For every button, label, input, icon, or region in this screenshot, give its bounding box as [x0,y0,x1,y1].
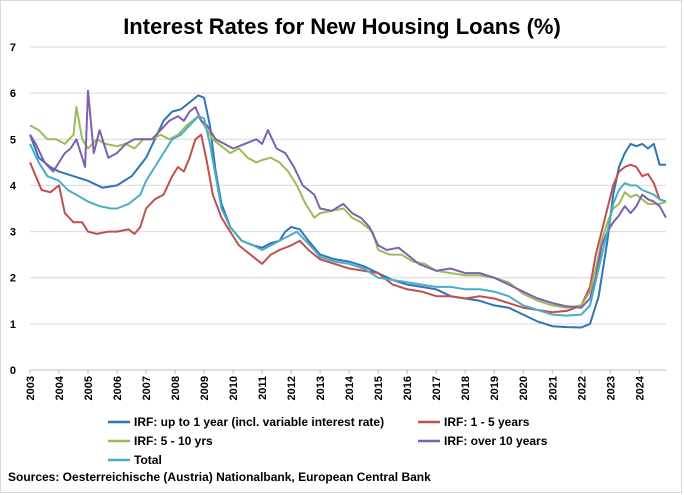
x-tick-label: 2010 [228,376,240,400]
legend-label-3: IRF: over 10 years [444,434,548,448]
series-line-1 [29,133,667,314]
y-tick-label: 5 [10,134,16,146]
x-tick-label: 2012 [286,376,298,400]
x-tick-label: 2005 [83,376,95,400]
x-tick-label: 2007 [141,376,153,400]
series-lines [29,89,667,329]
y-tick-label: 3 [10,227,16,239]
x-tick-label: 2009 [199,376,211,400]
x-tick-label: 2006 [112,376,124,400]
x-tick-label: 2017 [431,376,443,400]
source-note: Sources: Oesterreichische (Austria) Nati… [8,470,431,484]
x-tick-label: 2003 [25,376,37,400]
y-tick-label: 4 [10,180,17,192]
y-tick-label: 1 [10,319,16,331]
x-tick-label: 2011 [257,376,269,400]
x-tick-label: 2023 [605,376,617,400]
x-tick-label: 2021 [547,376,559,400]
x-tick-label: 2022 [576,376,588,400]
x-tick-label: 2015 [373,376,385,400]
x-tick-label: 2004 [54,375,66,400]
series-line-0 [29,94,666,329]
legend-label-4: Total [134,453,162,467]
legend: IRF: up to 1 year (incl. variable intere… [108,415,548,467]
y-tick-label: 7 [10,42,16,54]
chart-title: Interest Rates for New Housing Loans (%) [123,14,561,39]
gridlines [30,46,666,325]
x-tick-label: 2024 [634,375,646,400]
y-tick-label: 6 [10,88,16,100]
x-tick-label: 2019 [489,376,501,400]
x-tick-label: 2008 [170,376,182,400]
axes: 0 1 2 3 4 5 6 7 2003 2004 2005 2006 2007 2008 2009 2010… [10,42,666,400]
legend-label-0: IRF: up to 1 year (incl. variable intere… [134,415,384,429]
x-tick-label: 2014 [344,375,356,400]
series-line-3 [29,89,667,309]
x-tick-label: 2018 [460,376,472,400]
legend-label-2: IRF: 5 - 10 yrs [134,434,213,448]
x-tick-label: 2020 [518,376,530,400]
y-tick-label: 2 [10,273,16,285]
x-tick-label: 2013 [315,376,327,400]
x-tick-label: 2016 [402,376,414,400]
y-tick-label: 0 [10,365,16,377]
series-line-4 [29,115,667,317]
legend-label-1: IRF: 1 - 5 years [444,415,530,429]
